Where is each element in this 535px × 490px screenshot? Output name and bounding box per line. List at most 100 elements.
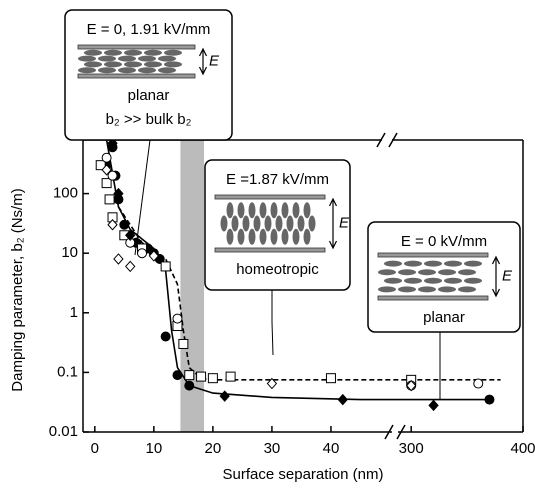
lc-molecule — [78, 67, 96, 74]
marker-square — [160, 261, 171, 272]
marker-square — [104, 194, 115, 205]
lc-molecule — [418, 286, 436, 293]
marker-diamond — [428, 399, 439, 412]
electrode-plate — [214, 194, 326, 200]
lc-molecule — [297, 215, 305, 232]
lc-molecule — [242, 215, 250, 232]
lc-molecule — [231, 215, 239, 232]
lc-molecule — [303, 228, 311, 245]
x-tick-label: 300 — [399, 440, 424, 457]
arrow-head — [328, 197, 338, 250]
marker-circle — [119, 219, 130, 230]
lc-molecule — [259, 228, 267, 245]
marker-circle — [184, 380, 195, 391]
electrode-plate — [214, 247, 326, 253]
y-axis-label: Damping parameter, b₂ (Ns/m) — [9, 188, 26, 391]
lc-molecule — [438, 269, 456, 276]
lc-molecule — [384, 260, 402, 267]
marker-diamond — [406, 379, 417, 392]
marker-square — [95, 160, 106, 171]
callout-pointer — [134, 139, 151, 256]
lc-molecule — [458, 286, 476, 293]
lc-molecule — [458, 269, 476, 276]
lc-molecule — [270, 228, 278, 245]
y-tick-label: 1 — [70, 304, 78, 321]
callout-caption: planar — [423, 309, 465, 326]
lc-molecule — [464, 260, 482, 267]
lc-molecule — [164, 61, 182, 68]
lc-molecule — [248, 202, 256, 219]
lc-molecule — [226, 228, 234, 245]
lc-molecule — [308, 215, 316, 232]
arrow-head — [198, 47, 208, 76]
marker-diamond — [148, 250, 160, 262]
arrow-label: E — [502, 267, 513, 284]
electrode-plate — [77, 73, 196, 79]
axis-break — [396, 424, 406, 440]
lc-molecule — [292, 228, 300, 245]
lc-molecule — [259, 202, 267, 219]
lc-molecule — [281, 202, 289, 219]
lc-molecule — [144, 61, 162, 68]
lc-molecule — [104, 49, 122, 56]
marker-circle — [172, 313, 183, 324]
lc-molecule — [464, 277, 482, 284]
marker-circle — [172, 370, 183, 381]
axis-break — [388, 132, 398, 148]
lc-molecule — [158, 67, 176, 74]
marker-circle — [101, 152, 112, 163]
lc-molecule — [118, 67, 136, 74]
lc-molecule — [424, 277, 442, 284]
marker-diamond — [107, 219, 118, 231]
x-tick-label: 30 — [264, 440, 281, 457]
marker-square — [184, 370, 195, 381]
x-tick-label: 400 — [510, 440, 535, 457]
marker-square — [207, 373, 218, 384]
marker-square — [196, 371, 207, 382]
y-tick-label: 10 — [61, 244, 78, 261]
lc-molecule — [118, 55, 136, 62]
lc-molecule — [384, 277, 402, 284]
electrode-plate — [377, 295, 489, 301]
callout-box — [367, 221, 521, 333]
axis-break — [376, 132, 386, 148]
marker-square — [325, 373, 336, 384]
lc-molecule — [264, 215, 272, 232]
arrow-label: E — [339, 214, 350, 231]
lc-molecule — [404, 260, 422, 267]
lc-molecule — [220, 215, 228, 232]
lc-molecule — [270, 202, 278, 219]
marker-diamond — [266, 377, 278, 390]
y-tick-label: 100 — [53, 185, 78, 202]
lc-molecule — [398, 269, 416, 276]
lc-molecule — [138, 67, 156, 74]
lc-molecule — [378, 269, 396, 276]
callout-pointer — [271, 290, 274, 356]
lc-molecule — [303, 202, 311, 219]
marker-square — [225, 371, 236, 382]
lc-molecule — [98, 67, 116, 74]
electrode-plate — [377, 252, 489, 258]
marker-circle — [137, 248, 148, 259]
axis-break — [384, 424, 394, 440]
lc-molecule — [144, 49, 162, 56]
lc-molecule — [78, 55, 96, 62]
marker-circle — [473, 378, 484, 389]
lc-molecule — [164, 49, 182, 56]
marker-circle — [107, 170, 118, 181]
marker-circle — [484, 394, 495, 405]
lc-molecule — [424, 260, 442, 267]
y-tick-label: 0.1 — [57, 363, 78, 380]
callout-title: E = 0 kV/mm — [401, 233, 487, 250]
lc-molecule — [444, 277, 462, 284]
arrow-label: E — [209, 52, 220, 69]
lc-molecule — [158, 55, 176, 62]
marker-diamond — [125, 229, 136, 242]
x-tick-label: 10 — [146, 440, 163, 457]
lc-molecule — [404, 277, 422, 284]
lc-molecule — [84, 61, 102, 68]
y-tick-label: 0.01 — [49, 423, 78, 440]
lc-molecule — [378, 286, 396, 293]
marker-circle — [160, 331, 171, 342]
